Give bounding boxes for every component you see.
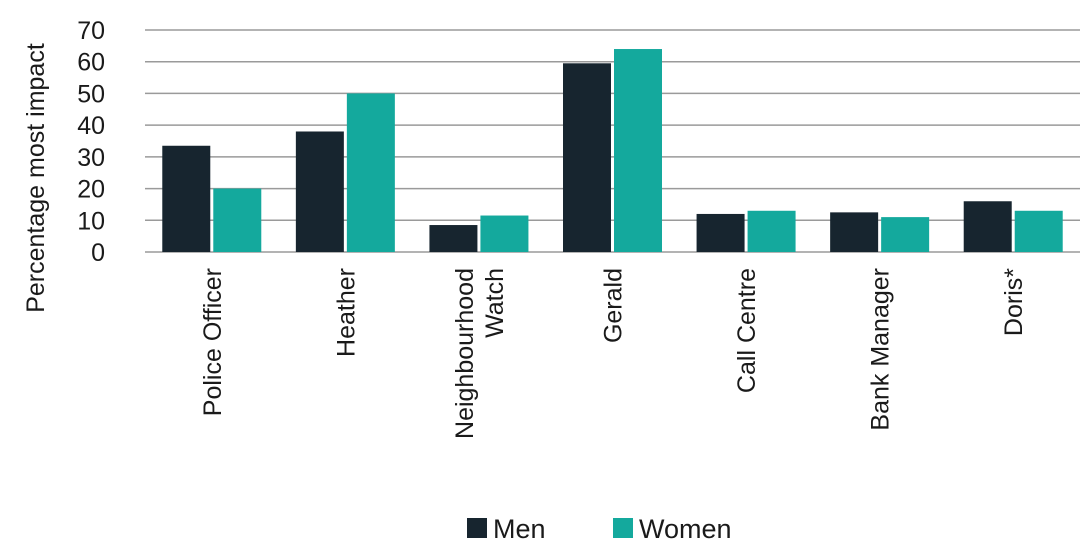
x-category-label: Bank Manager <box>867 268 895 431</box>
y-axis-ticks: 0 10 20 30 40 50 60 70 <box>77 17 105 267</box>
y-tick-label: 60 <box>77 49 105 77</box>
x-category-label: Heather <box>332 268 360 357</box>
y-tick-label: 0 <box>91 239 105 267</box>
x-category-label: Police Officer <box>199 268 227 416</box>
gridlines <box>145 29 1080 253</box>
bar-women-2 <box>480 215 529 252</box>
bars <box>162 49 1063 253</box>
y-tick-label: 30 <box>77 144 105 172</box>
legend: Men Women <box>467 514 732 544</box>
legend-label-women: Women <box>639 514 732 544</box>
bar-women-5 <box>881 217 930 252</box>
y-tick-label: 20 <box>77 176 105 204</box>
y-tick-label: 70 <box>77 17 105 45</box>
bar-men-3 <box>563 63 611 252</box>
legend-swatch-women <box>613 518 633 538</box>
bar-men-5 <box>830 212 879 252</box>
bar-women-3 <box>614 49 662 253</box>
x-axis-labels: Police Officer Heather Neighbourhood Watch G… <box>199 268 1028 439</box>
bar-women-4 <box>747 210 796 252</box>
bar-men-1 <box>295 131 344 252</box>
bar-men-2 <box>429 225 478 252</box>
legend-label-men: Men <box>493 514 546 544</box>
bar-women-1 <box>346 93 395 252</box>
bar-men-4 <box>696 213 745 252</box>
legend-swatch-men <box>467 518 487 538</box>
x-category-label: Gerald <box>600 268 628 343</box>
bar-men-6 <box>963 201 1012 252</box>
bar-men-0 <box>162 145 211 252</box>
x-category-label: Neighbourhood <box>451 268 479 439</box>
y-tick-label: 10 <box>77 207 105 235</box>
bar-women-6 <box>1014 210 1063 252</box>
x-category-label: Doris* <box>1000 268 1028 336</box>
x-category-label: Watch <box>481 268 509 338</box>
y-axis-title: Percentage most impact <box>22 43 50 313</box>
y-tick-label: 50 <box>77 80 105 108</box>
y-tick-label: 40 <box>77 112 105 140</box>
x-category-label: Call Centre <box>733 268 761 393</box>
bar-women-0 <box>213 188 262 252</box>
